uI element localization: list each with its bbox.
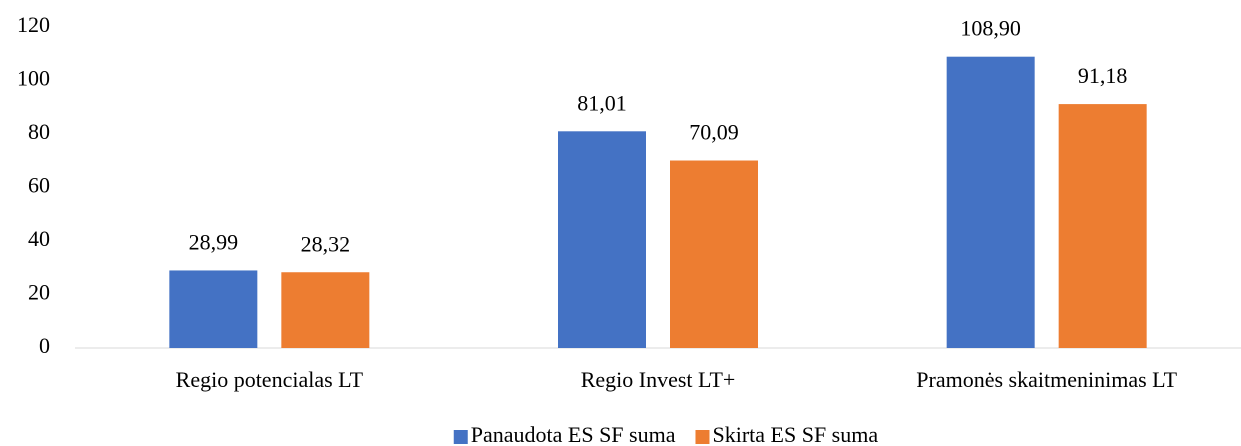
bar [169, 270, 258, 348]
x-tick-label: Pramonės skaitmeninimas LT [916, 367, 1177, 392]
data-label: 108,90 [960, 16, 1021, 41]
y-tick-label: 120 [17, 12, 50, 37]
x-tick-label: Regio Invest LT+ [581, 367, 736, 392]
y-tick-label: 60 [28, 173, 50, 198]
data-label: 28,99 [189, 229, 239, 254]
y-tick-label: 100 [17, 66, 50, 91]
x-tick-label: Regio potencialas LT [176, 367, 364, 392]
y-tick-label: 0 [39, 333, 50, 358]
data-label: 28,32 [301, 231, 351, 256]
legend-label: Skirta ES SF suma [712, 422, 878, 446]
data-label: 91,18 [1078, 63, 1128, 88]
legend-swatch [695, 430, 710, 444]
y-tick-label: 80 [28, 119, 50, 144]
data-label: 81,01 [577, 90, 627, 115]
legend-label: Panaudota ES SF suma [471, 422, 676, 446]
bar [558, 131, 646, 348]
y-tick-label: 20 [28, 280, 50, 305]
bar [670, 160, 758, 348]
bar [946, 56, 1035, 348]
bar [1058, 104, 1147, 348]
y-tick-label: 40 [28, 226, 50, 251]
data-label: 70,09 [689, 120, 739, 145]
bar [281, 272, 370, 348]
legend-swatch [453, 430, 468, 444]
